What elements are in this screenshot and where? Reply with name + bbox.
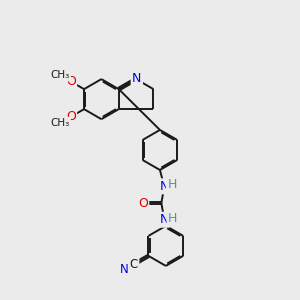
Text: CH₃: CH₃ [50,118,70,128]
Text: N: N [160,180,169,193]
Text: H: H [168,212,178,225]
Text: O: O [66,75,76,88]
Text: CH₃: CH₃ [50,70,70,80]
Text: C: C [130,258,138,271]
Text: N: N [132,72,142,85]
Text: N: N [120,263,129,276]
Text: H: H [167,178,177,190]
Text: O: O [66,110,76,123]
Text: N: N [160,213,169,226]
Text: O: O [138,196,148,209]
